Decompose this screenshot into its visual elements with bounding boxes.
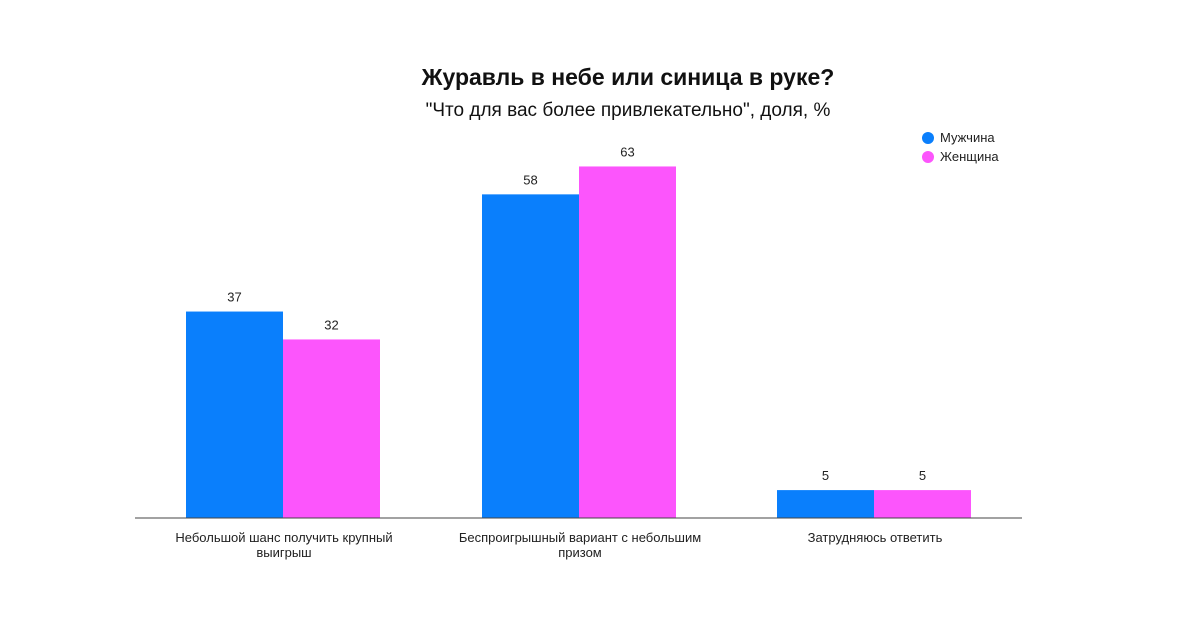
bar-series-1-cat-1 bbox=[579, 166, 676, 518]
legend-label-male: Мужчина bbox=[940, 130, 995, 145]
bar-series-0-cat-1 bbox=[482, 194, 579, 519]
value-label-series-0-cat-0: 37 bbox=[227, 290, 241, 305]
legend-item-female: Женщина bbox=[922, 147, 999, 166]
category-label-undecided: Затрудняюсь ответить bbox=[807, 530, 943, 545]
bar-series-1-cat-0 bbox=[283, 339, 380, 518]
category-label-big-win: Небольшой шанс получить крупный выигрыш bbox=[175, 530, 393, 560]
value-label-series-0-cat-2: 5 bbox=[822, 468, 829, 483]
category-label-sure-prize: Беспроигрышный вариант с небольшим призо… bbox=[458, 530, 702, 560]
bar-series-0-cat-2 bbox=[777, 490, 874, 518]
value-label-series-1-cat-2: 5 bbox=[919, 468, 926, 483]
legend-item-male: Мужчина bbox=[922, 128, 999, 147]
value-label-series-1-cat-0: 32 bbox=[324, 317, 338, 332]
value-label-series-1-cat-1: 63 bbox=[620, 144, 634, 159]
legend: Мужчина Женщина bbox=[922, 128, 999, 166]
legend-dot-male bbox=[922, 131, 934, 144]
chart-title: Журавль в небе или синица в руке? bbox=[421, 64, 835, 90]
legend-label-female: Женщина bbox=[940, 149, 999, 164]
value-label-series-0-cat-1: 58 bbox=[523, 172, 537, 187]
legend-dot-female bbox=[922, 150, 934, 163]
chart-subtitle: "Что для вас более привлекательно", доля… bbox=[425, 100, 831, 121]
bar-series-0-cat-0 bbox=[186, 311, 283, 518]
bar-series-1-cat-2 bbox=[874, 490, 971, 518]
